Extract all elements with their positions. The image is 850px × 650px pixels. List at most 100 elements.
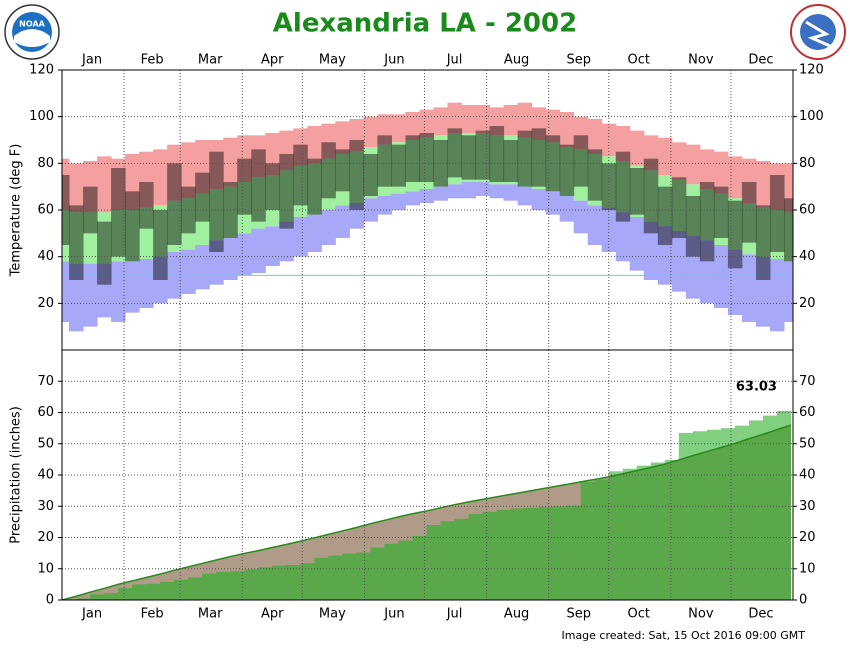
observed-bar bbox=[475, 130, 491, 180]
normal-band bbox=[643, 170, 659, 222]
x-tick-label-top: Aug bbox=[504, 53, 529, 68]
normal-band bbox=[349, 151, 364, 203]
record-high-band bbox=[139, 151, 154, 208]
record-high-band bbox=[391, 114, 406, 143]
observed-bar bbox=[783, 198, 793, 262]
normal-band bbox=[615, 161, 631, 213]
x-tick-label-top: Mar bbox=[198, 53, 223, 68]
record-high-band bbox=[573, 116, 589, 150]
observed-bar bbox=[195, 172, 210, 222]
normal-band bbox=[419, 137, 435, 189]
observed-bar bbox=[615, 151, 631, 222]
normal-band bbox=[83, 212, 98, 264]
record-high-band bbox=[615, 126, 631, 161]
observed-bar bbox=[531, 128, 547, 187]
record-high-band bbox=[377, 114, 392, 145]
normal-band bbox=[153, 205, 168, 257]
record-high-band bbox=[587, 119, 603, 154]
normal-band bbox=[727, 198, 743, 250]
observed-bar bbox=[727, 200, 743, 269]
record-low-band bbox=[209, 240, 224, 285]
normal-band bbox=[321, 158, 336, 210]
record-low-band bbox=[265, 226, 280, 266]
total-label: 63.03 bbox=[736, 380, 777, 395]
record-low-band bbox=[83, 263, 98, 327]
observed-bar bbox=[321, 142, 336, 199]
observed-bar bbox=[139, 182, 154, 229]
y-tick-label: 120 bbox=[29, 63, 54, 78]
record-high-band bbox=[671, 142, 687, 180]
normal-band bbox=[391, 142, 406, 194]
observed-bar bbox=[363, 154, 378, 196]
observed-bar bbox=[83, 186, 98, 234]
record-high-band bbox=[111, 158, 126, 210]
normal-band bbox=[559, 147, 575, 196]
record-high-band bbox=[209, 140, 224, 189]
observed-bar bbox=[265, 163, 280, 210]
observed-bar bbox=[349, 140, 364, 210]
record-low-band bbox=[685, 235, 701, 299]
record-low-band bbox=[335, 205, 350, 238]
normal-band bbox=[433, 135, 449, 187]
normal-band bbox=[69, 212, 84, 264]
observed-bar bbox=[237, 158, 252, 215]
normal-band bbox=[377, 144, 392, 196]
y2-tick-label: 20 bbox=[799, 296, 816, 311]
record-high-band bbox=[153, 149, 168, 206]
normal-band bbox=[181, 198, 196, 250]
y-tick-label: 10 bbox=[37, 561, 54, 576]
normal-band bbox=[671, 179, 687, 231]
record-high-band bbox=[475, 105, 491, 133]
normal-band bbox=[573, 149, 589, 201]
normal-band bbox=[237, 182, 252, 234]
record-high-band bbox=[279, 130, 294, 171]
record-low-band bbox=[181, 249, 196, 294]
panel-frame bbox=[61, 349, 794, 601]
observed-bar bbox=[209, 151, 224, 252]
y-tick-label: 60 bbox=[37, 405, 54, 420]
x-tick-label: Apr bbox=[261, 607, 284, 622]
x-tick-label: Jan bbox=[81, 607, 102, 622]
record-high-band bbox=[419, 109, 435, 138]
x-tick-label-top: Sep bbox=[566, 53, 591, 68]
observed-bar bbox=[657, 186, 673, 245]
y2-tick-label: 60 bbox=[799, 405, 816, 420]
record-low-band bbox=[517, 186, 533, 206]
y-tick-label: 80 bbox=[37, 156, 54, 171]
nws-logo bbox=[790, 4, 846, 60]
noaa-logo: NOAA bbox=[4, 4, 60, 60]
record-low-band bbox=[433, 186, 449, 201]
record-high-band bbox=[349, 119, 364, 152]
y-tick-label: 20 bbox=[37, 530, 54, 545]
record-low-band bbox=[321, 210, 336, 245]
record-low-band bbox=[545, 191, 561, 215]
observed-bar bbox=[153, 210, 168, 280]
x-tick-label-top: Feb bbox=[141, 53, 164, 68]
record-low-band bbox=[377, 196, 392, 215]
x-tick-label: May bbox=[319, 607, 346, 622]
record-high-band bbox=[251, 135, 266, 178]
x-tick-label: Sep bbox=[566, 607, 591, 622]
record-low-band bbox=[741, 254, 757, 322]
normal-band bbox=[741, 203, 757, 255]
y2-tick-label: 50 bbox=[799, 436, 816, 451]
normal-band bbox=[517, 137, 533, 187]
record-low-band bbox=[629, 217, 645, 271]
normal-band bbox=[461, 133, 477, 182]
y-tick-label: 0 bbox=[46, 593, 54, 608]
observed-bar bbox=[769, 175, 785, 252]
record-high-band bbox=[517, 102, 533, 138]
observed-bar bbox=[489, 126, 505, 182]
observed-bar bbox=[587, 149, 603, 201]
observed-bar bbox=[307, 158, 322, 215]
y2-tick-label: 120 bbox=[799, 63, 824, 78]
observed-bar bbox=[545, 135, 561, 192]
record-high-band bbox=[335, 121, 350, 154]
record-low-band bbox=[699, 240, 715, 304]
observed-bar bbox=[713, 186, 729, 238]
observed-bar bbox=[517, 130, 533, 187]
x-tick-label: Jul bbox=[446, 607, 463, 622]
record-low-band bbox=[783, 261, 793, 322]
observed-bar bbox=[335, 149, 350, 192]
